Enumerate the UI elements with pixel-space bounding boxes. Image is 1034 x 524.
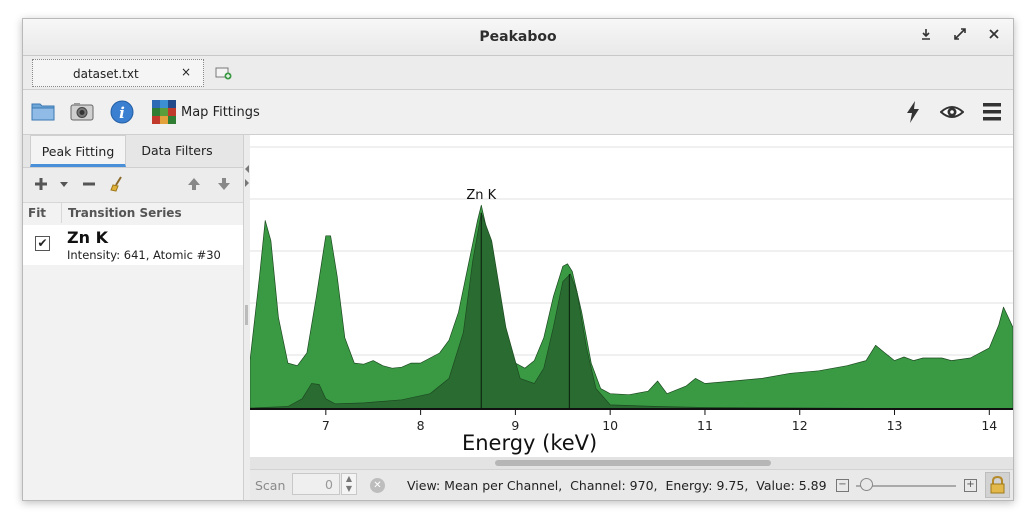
scan-label: Scan <box>255 478 286 493</box>
x-axis-label: Energy (keV) <box>462 431 597 455</box>
x-tick-label: 7 <box>322 418 330 433</box>
zoom-slider[interactable] <box>856 485 956 487</box>
chevron-down-icon[interactable] <box>59 176 69 196</box>
menu-icon[interactable] <box>981 100 1005 124</box>
x-tick-label: 9 <box>511 418 519 433</box>
window-title: Peakaboo <box>479 29 557 45</box>
tab-peak-fitting[interactable]: Peak Fitting <box>30 135 126 167</box>
close-icon[interactable] <box>984 27 1004 47</box>
broom-icon[interactable] <box>109 176 125 196</box>
folder-icon[interactable] <box>31 100 55 124</box>
zoom-slider-handle[interactable] <box>860 478 873 491</box>
column-divider <box>61 203 62 223</box>
svg-text:i: i <box>119 104 125 122</box>
zoom-out-icon[interactable]: − <box>836 479 849 492</box>
tab-close-icon[interactable]: × <box>181 65 192 79</box>
x-tick-label: 13 <box>887 418 903 433</box>
fitting-toolbar <box>23 168 243 203</box>
zoom-in-icon[interactable]: + <box>964 479 977 492</box>
transition-series-name: Zn K <box>67 228 108 247</box>
map-icon[interactable] <box>152 100 176 124</box>
minimize-icon[interactable] <box>916 27 936 47</box>
remove-icon[interactable] <box>81 176 97 196</box>
eye-icon[interactable] <box>939 100 965 124</box>
x-tick-label: 8 <box>417 418 425 433</box>
view-status-text: View: Mean per Channel, Channel: 970, En… <box>407 478 827 493</box>
x-tick-label: 12 <box>792 418 808 433</box>
add-icon[interactable] <box>33 176 49 196</box>
lightning-icon[interactable] <box>903 100 927 124</box>
x-tick-label: 11 <box>697 418 713 433</box>
title-bar: Peakaboo <box>23 19 1013 56</box>
app-window: Peakaboo dataset.txt × i <box>22 18 1014 501</box>
document-tab-bar: dataset.txt × <box>23 56 1013 90</box>
status-bar: Scan 0 ▲ ▼ ✕ View: Mean per Channel, Chan… <box>250 469 1013 500</box>
peak-annotation-label: Zn K <box>466 188 496 203</box>
tab-label: dataset.txt <box>73 67 139 81</box>
series-area-spectrum <box>249 204 1013 410</box>
camera-icon[interactable] <box>70 100 94 124</box>
lock-button[interactable] <box>985 472 1010 498</box>
spectrum-chart[interactable]: 7 8 9 10 11 12 13 14 Energy (keV) Zn K <box>249 135 1013 457</box>
arrow-up-icon[interactable] <box>186 176 202 196</box>
map-fittings-button[interactable]: Map Fittings <box>181 105 260 120</box>
fit-checkbox[interactable]: ✔ <box>35 236 50 251</box>
scrollbar-thumb[interactable] <box>495 460 771 466</box>
clear-icon[interactable]: ✕ <box>370 478 385 493</box>
scan-input[interactable]: 0 <box>292 473 340 495</box>
info-icon[interactable]: i <box>110 100 134 124</box>
new-tab-icon[interactable] <box>215 65 232 80</box>
sidebar-tabs: Peak Fitting Data Filters <box>23 135 243 168</box>
column-transition-series: Transition Series <box>68 206 182 220</box>
maximize-icon[interactable] <box>950 27 970 47</box>
series-area-fit <box>249 212 1013 410</box>
horizontal-scrollbar[interactable] <box>250 457 1013 469</box>
tab-dataset[interactable]: dataset.txt × <box>32 59 204 87</box>
panel-splitter[interactable] <box>244 135 250 500</box>
transition-series-detail: Intensity: 641, Atomic #30 <box>67 248 221 262</box>
x-tick-label: 14 <box>981 418 997 433</box>
table-row[interactable]: ✔ Zn K Intensity: 641, Atomic #30 <box>23 225 243 265</box>
main-toolbar: i Map Fittings <box>23 90 1013 135</box>
arrow-down-icon[interactable] <box>216 176 232 196</box>
scan-stepper[interactable]: ▲ ▼ <box>341 473 357 495</box>
x-tick-label: 10 <box>602 418 618 433</box>
fit-table-header: Fit Transition Series <box>23 203 243 223</box>
tab-data-filters[interactable]: Data Filters <box>141 143 213 158</box>
column-fit: Fit <box>28 206 47 220</box>
sidebar: Peak Fitting Data Filters Fit <box>23 135 244 500</box>
